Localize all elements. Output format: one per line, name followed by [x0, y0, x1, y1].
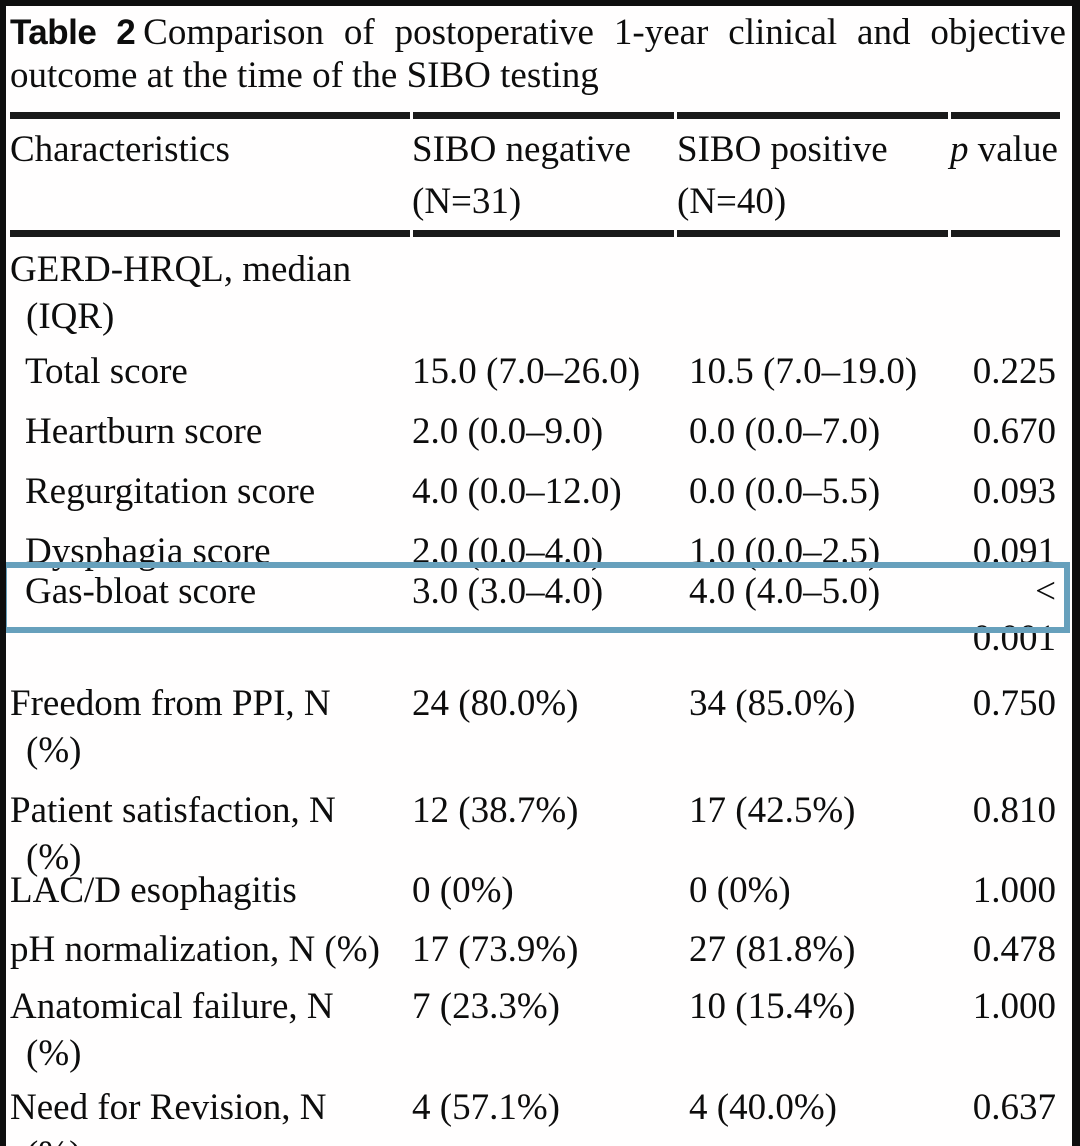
table-caption-line1: Table 2 Comparison of postoperative 1-yea…: [10, 11, 1072, 54]
table-row-highlighted: Gas-bloat score 3.0 (3.0–4.0) 4.0 (4.0–5.0…: [6, 562, 1072, 662]
sibo-positive-value: 10 (15.4%): [689, 986, 856, 1027]
p-value: 0.670: [972, 411, 1056, 452]
table-caption: Table 2 Comparison of postoperative 1-yea…: [10, 11, 1072, 97]
row-label: Total score: [10, 348, 412, 395]
row-label-continuation: (%): [10, 1131, 412, 1146]
table-caption-text: Comparison of postoperative 1-year clini…: [143, 12, 1066, 53]
table-header-row: Characteristics SIBO negative (N=31) SIB…: [10, 124, 1072, 228]
p-value: 0.637: [972, 1087, 1056, 1128]
row-label: LAC/D esophagitis: [10, 867, 412, 914]
p-value: 1.000: [972, 870, 1056, 911]
sibo-positive-value: 4.0 (4.0–5.0): [689, 571, 881, 612]
row-label-continuation: (IQR): [26, 296, 115, 337]
sibo-positive-value: 0.0 (0.0–7.0): [689, 411, 881, 452]
row-label: pH normalization, N (%): [10, 926, 412, 973]
sibo-positive-value: 27 (81.8%): [689, 929, 856, 970]
table-row: GERD-HRQL, median (IQR): [10, 246, 1072, 340]
row-label-text: Need for Revision, N: [10, 1087, 327, 1128]
table-row: Anatomical failure, N (%) 7 (23.3%) 10 (15.…: [10, 983, 1072, 1077]
table-row: pH normalization, N (%) 17 (73.9%) 27 (81.…: [10, 926, 1072, 973]
sibo-negative-value: 7 (23.3%): [412, 986, 560, 1027]
table-body: GERD-HRQL, median (IQR) Total score 15.0 (7…: [6, 246, 1072, 1146]
row-label-text: Regurgitation score: [25, 471, 316, 512]
row-label-continuation: (%): [26, 730, 82, 771]
row-label-text: GERD-HRQL, median: [10, 249, 352, 290]
row-label: GERD-HRQL, median (IQR): [10, 246, 412, 340]
p-value: 1.000: [972, 986, 1056, 1027]
header-rule: [10, 230, 1072, 237]
row-label-text: LAC/D esophagitis: [10, 870, 297, 911]
p-value: [950, 246, 1072, 340]
row-label: Freedom from PPI, N (%): [10, 680, 412, 774]
row-label-text: Freedom from PPI, N: [10, 683, 331, 724]
column-header-characteristics: Characteristics: [10, 129, 230, 170]
sibo-positive-value: 17 (42.5%): [689, 790, 856, 831]
sibo-positive-value: 0.0 (0.0–5.5): [689, 471, 881, 512]
sibo-negative-value: 2.0 (0.0–9.0): [412, 411, 604, 452]
row-label-text: Anatomical failure, N: [10, 986, 334, 1027]
table-number-label: Table 2: [10, 13, 136, 52]
table-row: Total score 15.0 (7.0–26.0) 10.5 (7.0–19.0…: [10, 348, 1072, 395]
row-label-continuation: (%): [26, 1033, 82, 1074]
table-row: Freedom from PPI, N (%) 24 (80.0%) 34 (85.0…: [10, 680, 1072, 774]
sibo-negative-value: 0 (0%): [412, 870, 514, 911]
table-row: LAC/D esophagitis 0 (0%) 0 (0%) 1.000: [10, 867, 1072, 914]
table-row: Need for Revision, N (%)4 (57.1%) 4 (40.0%…: [10, 1084, 1072, 1146]
row-label: Heartburn score: [10, 408, 412, 455]
table-row: Heartburn score 2.0 (0.0–9.0) 0.0 (0.0–7.0…: [10, 408, 1072, 455]
p-value: 0.093: [972, 471, 1056, 512]
column-header-sibo-negative: SIBO negative (N=31): [412, 129, 631, 222]
sibo-positive-value: [677, 246, 950, 340]
row-label: Gas-bloat score: [10, 568, 412, 662]
row-label-text: Heartburn score: [25, 411, 263, 452]
sibo-positive-value: 0 (0%): [689, 870, 791, 911]
p-value: 0.225: [972, 351, 1056, 392]
sibo-negative-value: 4.0 (0.0–12.0): [412, 471, 622, 512]
sibo-negative-value: 17 (73.9%): [412, 929, 579, 970]
table-row: Dysphagia score 2.0 (0.0–4.0) 1.0 (0.0–2.5…: [10, 528, 1072, 575]
column-header-p-value: p value: [950, 129, 1058, 170]
p-value: 0.810: [972, 790, 1056, 831]
sibo-negative-value: 15.0 (7.0–26.0): [412, 351, 641, 392]
sibo-negative-value: 3.0 (3.0–4.0): [412, 571, 604, 612]
sibo-positive-value: 4 (40.0%): [689, 1087, 837, 1128]
row-label-continuation: (%): [26, 837, 82, 878]
row-label-text: Gas-bloat score: [25, 571, 257, 612]
row-label-text: Total score: [25, 351, 188, 392]
top-rule: [10, 112, 1072, 119]
sibo-positive-value: 10.5 (7.0–19.0): [689, 351, 918, 392]
row-label: Anatomical failure, N (%): [10, 983, 412, 1077]
row-label-text: Patient satisfaction, N: [10, 790, 336, 831]
sibo-negative-value: 24 (80.0%): [412, 683, 579, 724]
row-label: Patient satisfaction, N (%): [10, 787, 412, 881]
p-value: 0.478: [972, 929, 1056, 970]
p-value: 0.750: [972, 683, 1056, 724]
row-label-text: pH normalization, N (%): [10, 929, 380, 970]
table-row: Patient satisfaction, N (%) 12 (38.7%) 17 (…: [10, 787, 1072, 881]
row-label-text: Dysphagia score: [25, 531, 271, 572]
sibo-negative-value: 4 (57.1%): [412, 1087, 560, 1128]
row-label: Need for Revision, N (%): [10, 1084, 412, 1146]
p-value: < 0.001: [972, 571, 1056, 659]
table-caption-line2: outcome at the time of the SIBO testing: [10, 55, 599, 96]
sibo-negative-value: [412, 246, 677, 340]
table-row: Regurgitation score 4.0 (0.0–12.0) 0.0 (0.…: [10, 468, 1072, 515]
column-header-sibo-positive: SIBO positive (N=40): [677, 129, 888, 222]
sibo-negative-value: 12 (38.7%): [412, 790, 579, 831]
sibo-positive-value: 34 (85.0%): [689, 683, 856, 724]
row-label: Regurgitation score: [10, 468, 412, 515]
